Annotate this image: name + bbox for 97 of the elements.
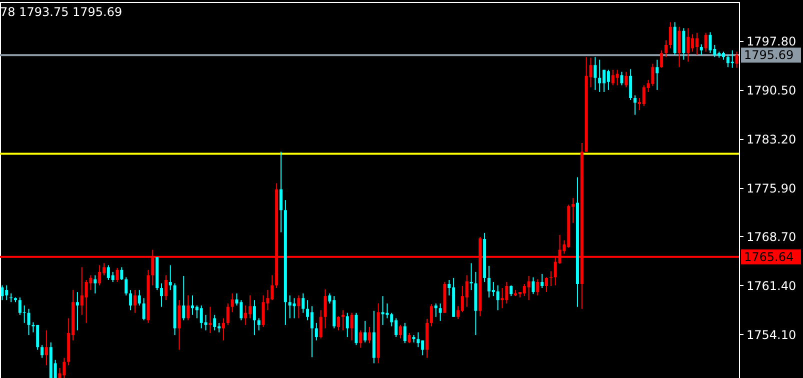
- candlestick: [178, 300, 181, 350]
- candlestick: [213, 314, 216, 331]
- candlestick: [44, 330, 48, 366]
- candlestick: [668, 22, 672, 49]
- candlestick: [76, 292, 79, 331]
- candlestick: [651, 63, 654, 86]
- candlestick: [430, 304, 433, 327]
- annotation: 78 1793.75 1795.69: [0, 5, 122, 19]
- candlestick: [262, 294, 265, 328]
- candlestick: [381, 296, 384, 326]
- candlestick: [252, 300, 256, 336]
- candlestick: [138, 290, 141, 306]
- candlestick: [465, 274, 468, 308]
- candlestick: [704, 32, 708, 52]
- candlestick: [324, 288, 327, 329]
- ref-line-label: 1765.64: [744, 250, 794, 264]
- candlestick: [664, 40, 668, 58]
- candlestick: [27, 308, 30, 336]
- candlestick: [408, 332, 411, 344]
- candlestick: [111, 271, 114, 282]
- candlestick: [386, 302, 389, 319]
- candlestick: [545, 276, 548, 293]
- candlestick: [222, 318, 225, 341]
- ref-line-label: 1795.69: [744, 48, 794, 62]
- y-tick-label: 1754.10: [746, 328, 796, 342]
- candlestick: [398, 324, 402, 339]
- candlestick: [319, 310, 322, 339]
- candlestick: [226, 302, 230, 326]
- candlestick: [116, 267, 119, 282]
- candlestick: [470, 262, 473, 291]
- candlestick: [40, 344, 44, 358]
- candlestick: [416, 332, 420, 348]
- candlestick: [496, 284, 500, 311]
- candlestick: [629, 68, 632, 101]
- y-tick-label: 1790.50: [746, 83, 796, 98]
- candlestick: [124, 276, 128, 296]
- candlestick: [616, 69, 619, 86]
- candlestick: [244, 304, 248, 326]
- candlestick: [656, 59, 659, 90]
- candlestick: [279, 151, 282, 233]
- candlestick: [606, 69, 610, 90]
- candlestick: [695, 32, 698, 56]
- candlestick: [208, 306, 212, 334]
- candlestick: [368, 326, 371, 344]
- candlestick: [297, 294, 300, 319]
- candlestick: [314, 322, 318, 341]
- candlestick: [403, 322, 406, 344]
- y-tick-label: 1761.40: [746, 278, 796, 293]
- y-tick-label: 1797.80: [746, 34, 796, 48]
- candlestick: [708, 32, 712, 54]
- candlestick: [350, 312, 354, 341]
- candlestick: [660, 50, 664, 68]
- candlestick: [182, 275, 186, 321]
- candlestick: [129, 290, 132, 311]
- candlestick: [230, 292, 234, 313]
- candlestick: [700, 44, 703, 56]
- candlestick: [84, 279, 88, 324]
- candlestick: [510, 284, 513, 297]
- candlestick: [527, 275, 530, 301]
- candlestick: [594, 56, 597, 90]
- candlestick: [686, 28, 690, 62]
- candlestick: [120, 266, 124, 280]
- candlestick: [500, 288, 504, 309]
- candlestick: [434, 302, 438, 318]
- candlestick: [310, 306, 314, 358]
- candlestick: [142, 298, 146, 321]
- candlestick: [620, 71, 624, 86]
- candlestick: [682, 28, 686, 60]
- candlestick: [346, 312, 349, 338]
- candlestick: [438, 302, 442, 322]
- candlestick: [0, 284, 4, 301]
- candlestick: [532, 276, 535, 295]
- candlestick: [634, 94, 637, 116]
- candlestick: [164, 274, 168, 301]
- candlestick: [133, 290, 136, 314]
- candlestick: [94, 274, 97, 294]
- candlestick: [735, 51, 738, 68]
- candlestick: [292, 298, 296, 319]
- candlestick: [624, 71, 628, 88]
- candlestick: [302, 292, 305, 314]
- candlestick: [337, 316, 340, 331]
- candlestick: [598, 59, 602, 92]
- y-tick-label: 1775.90: [746, 181, 796, 196]
- candlestick: [364, 320, 367, 343]
- candlestick: [186, 294, 190, 321]
- candlestick: [160, 282, 164, 308]
- candlestick: [678, 26, 681, 68]
- candlestick: [341, 310, 344, 331]
- candlestick: [536, 278, 540, 296]
- y-tick-label: 1768.70: [746, 230, 796, 244]
- candlestick: [540, 273, 544, 289]
- y-tick-label: 1783.20: [746, 132, 796, 146]
- candlestick: [98, 264, 102, 286]
- candlestick: [359, 330, 362, 348]
- candlestick: [505, 281, 508, 304]
- candlestick: [257, 318, 260, 331]
- candlestick: [168, 264, 172, 291]
